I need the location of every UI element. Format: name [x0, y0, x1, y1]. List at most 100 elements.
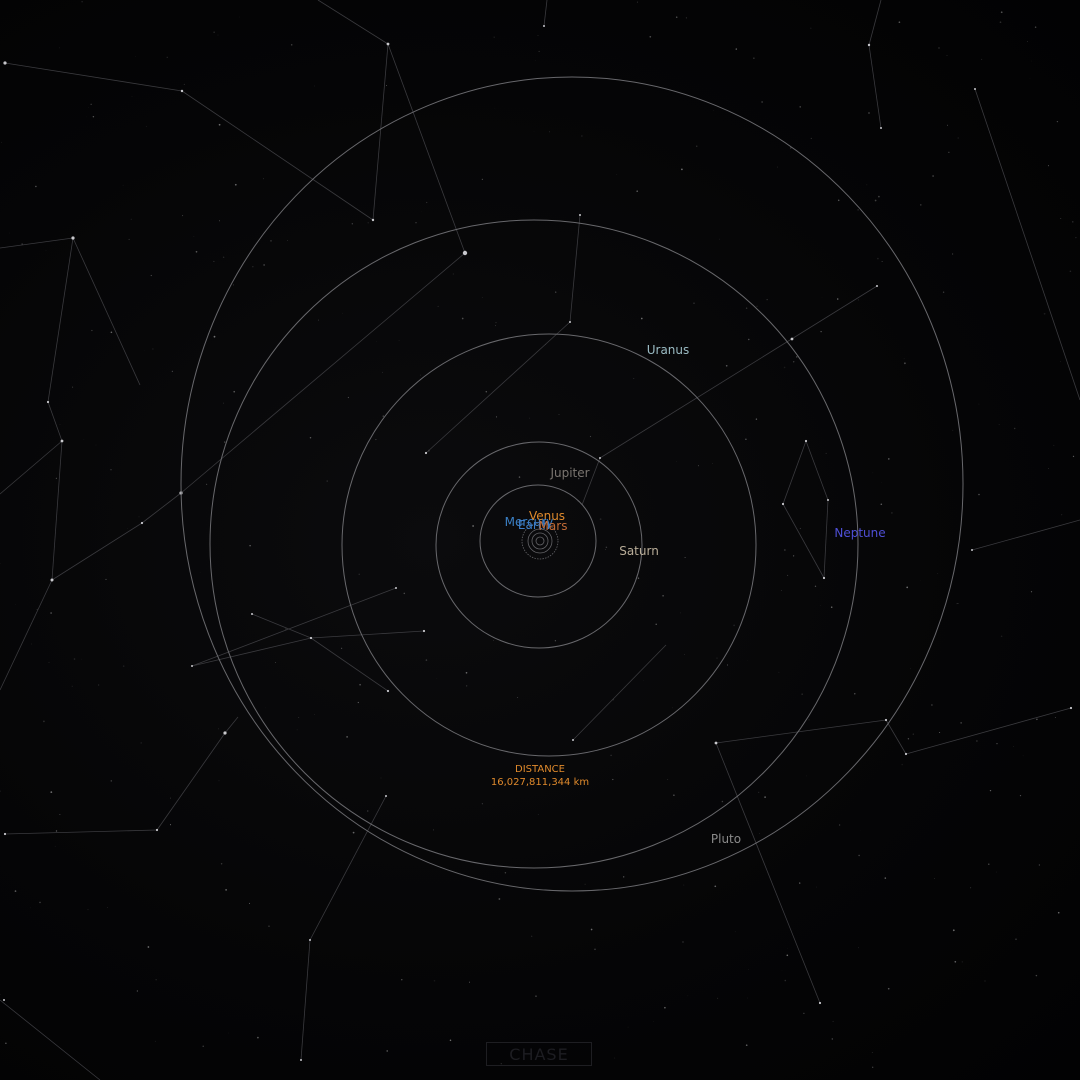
background-star — [616, 174, 618, 175]
star — [572, 739, 574, 741]
background-star — [952, 429, 954, 431]
background-star — [716, 657, 718, 659]
background-star — [298, 717, 300, 718]
background-star — [268, 925, 270, 927]
background-star — [558, 413, 560, 416]
background-star — [55, 477, 58, 479]
constellation-segment — [251, 613, 312, 639]
background-star — [415, 222, 417, 224]
background-star — [154, 1040, 156, 1042]
background-star — [358, 573, 360, 575]
background-star — [48, 661, 50, 663]
background-star — [71, 685, 73, 687]
background-star — [948, 151, 950, 153]
background-star — [610, 754, 612, 757]
background-star — [1022, 755, 1024, 757]
background-star — [684, 654, 685, 655]
background-star — [725, 364, 728, 367]
background-star — [640, 317, 643, 320]
background-star — [784, 549, 786, 551]
background-star — [803, 1012, 805, 1014]
background-star — [792, 361, 795, 363]
chase-button[interactable]: CHASE — [486, 1042, 592, 1066]
background-star — [95, 444, 97, 446]
background-star — [1060, 218, 1062, 219]
background-star — [1036, 718, 1038, 721]
background-star — [612, 778, 614, 781]
background-star — [138, 516, 140, 518]
planet-label-mercury[interactable]: Mercury — [504, 515, 554, 529]
background-star — [978, 403, 980, 405]
background-star — [584, 883, 586, 885]
background-star — [124, 459, 126, 461]
background-star — [696, 145, 698, 147]
background-star — [426, 201, 428, 204]
planet-label-mars[interactable]: Mars — [538, 519, 568, 533]
background-star — [81, 1, 83, 3]
background-star — [183, 83, 185, 85]
background-star — [352, 831, 355, 834]
background-star — [693, 302, 695, 305]
background-star — [952, 253, 954, 255]
star — [371, 218, 375, 222]
planet-label-earth[interactable]: Earth — [517, 518, 551, 532]
planet-label-neptune[interactable]: Neptune — [834, 526, 886, 540]
background-star — [382, 415, 385, 417]
star — [155, 828, 159, 832]
background-star — [531, 935, 533, 937]
background-star — [675, 16, 678, 18]
planet-label-saturn[interactable]: Saturn — [619, 544, 659, 558]
background-star — [155, 979, 157, 981]
background-star — [252, 266, 254, 268]
background-star — [1047, 165, 1050, 167]
background-star — [904, 362, 906, 365]
constellation-segment — [47, 237, 74, 403]
star — [543, 25, 545, 27]
background-star — [581, 135, 583, 137]
background-star — [494, 325, 497, 327]
background-star — [92, 115, 95, 118]
background-star — [653, 1021, 654, 1022]
constellation-segment — [569, 214, 581, 323]
star — [714, 741, 718, 745]
background-star — [537, 35, 539, 36]
background-star — [498, 898, 501, 900]
background-star — [80, 658, 82, 660]
background-star — [466, 685, 468, 687]
background-star — [952, 929, 955, 932]
background-star — [713, 109, 715, 111]
background-star — [664, 1006, 666, 1009]
background-star — [220, 863, 223, 865]
background-star — [213, 260, 215, 262]
constellation-segment — [885, 719, 907, 755]
background-star — [233, 390, 236, 393]
background-star — [981, 58, 983, 60]
planet-label-venus[interactable]: Venus — [528, 509, 566, 523]
background-star — [837, 199, 840, 202]
background-star — [891, 512, 893, 514]
background-star — [346, 736, 348, 738]
constellation-segment — [180, 252, 466, 494]
background-star — [898, 21, 901, 24]
background-star — [461, 317, 464, 320]
distance-title: DISTANCE — [515, 764, 565, 775]
background-star — [449, 1039, 452, 1042]
planet-label-uranus[interactable]: Uranus — [646, 343, 690, 357]
constellation-segment — [372, 43, 389, 221]
background-star — [213, 31, 215, 33]
background-star — [538, 50, 540, 52]
background-star — [73, 658, 76, 660]
background-star — [947, 124, 949, 126]
background-star — [714, 885, 717, 888]
star — [60, 439, 64, 443]
background-star — [780, 590, 782, 591]
planet-label-jupiter[interactable]: Jupiter — [550, 466, 590, 480]
background-star — [764, 796, 766, 798]
planet-label-pluto[interactable]: Pluto — [710, 832, 742, 846]
background-star — [1014, 427, 1016, 430]
background-star — [910, 668, 911, 670]
background-star — [937, 573, 939, 574]
